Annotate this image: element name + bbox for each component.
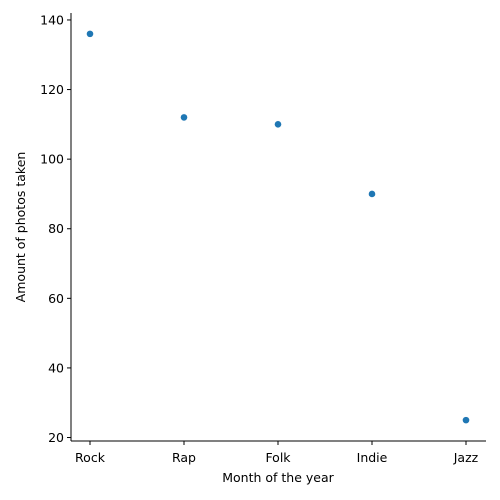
- y-tick-label: 20: [48, 430, 64, 445]
- x-tick-label: Rap: [172, 450, 196, 465]
- y-tick-label: 40: [48, 360, 64, 375]
- data-point-indie: [368, 190, 376, 198]
- plot-area: [86, 29, 470, 425]
- x-tick-label: Indie: [357, 450, 388, 465]
- y-axis-ticks: 20 40 60 80 100 120 140: [40, 12, 71, 445]
- x-tick-label: Jazz: [453, 450, 479, 465]
- y-tick-label: 60: [48, 291, 64, 306]
- data-point-rap: [180, 113, 188, 122]
- data-point-folk: [274, 120, 282, 129]
- x-tick-label: Folk: [265, 450, 291, 465]
- y-axis-label: Amount of photos taken: [13, 152, 28, 303]
- x-axis-label: Month of the year: [222, 470, 334, 485]
- data-point-rock: [86, 29, 94, 38]
- data-point-jazz: [462, 416, 470, 425]
- y-tick-label: 100: [40, 152, 64, 167]
- y-tick-label: 140: [40, 12, 64, 27]
- x-tick-label: Rock: [75, 450, 106, 465]
- y-tick-label: 80: [48, 221, 64, 236]
- x-axis-ticks: Rock Rap Folk Indie Jazz: [75, 441, 479, 465]
- y-tick-label: 120: [40, 82, 64, 97]
